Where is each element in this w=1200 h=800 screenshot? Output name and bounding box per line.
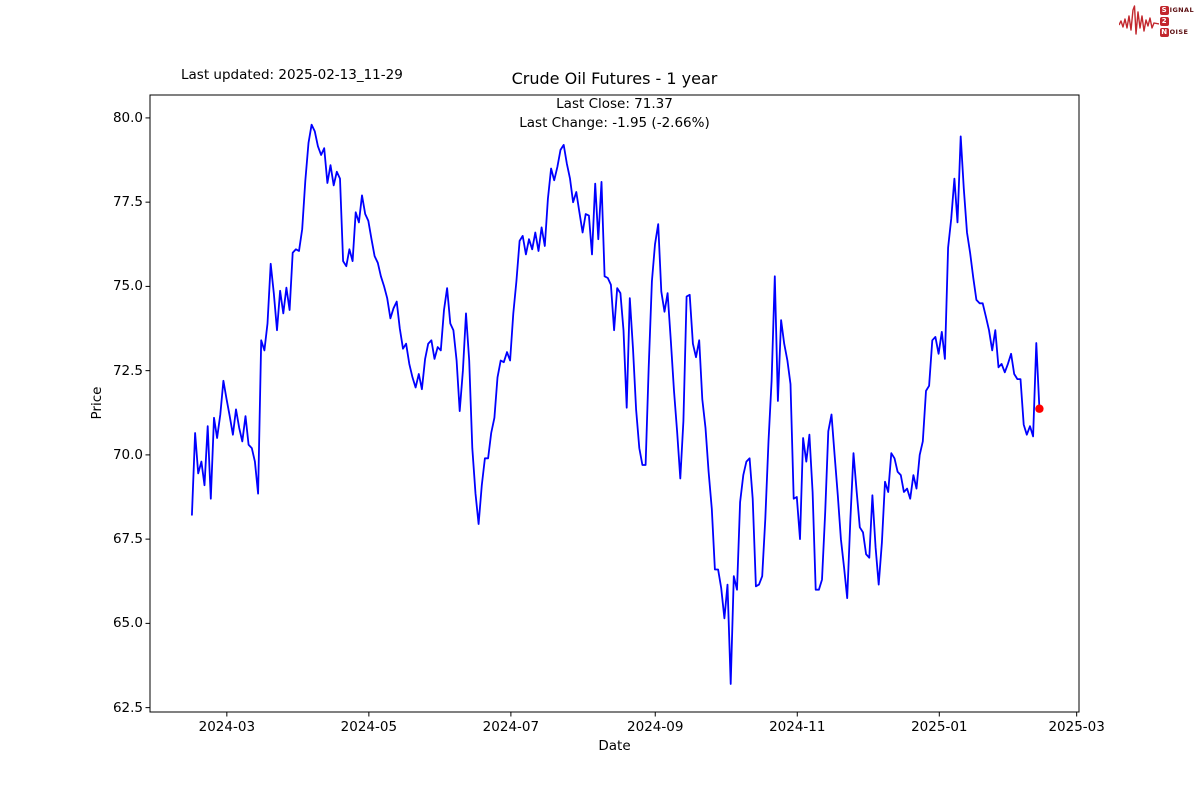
y-tick-label: 80.0 [112,109,143,126]
x-tick-label: 2024-03 [198,719,256,735]
x-tick-label: 2025-03 [1048,719,1105,735]
logo-row-noise: N OISE [1159,27,1194,38]
last-change-annotation: Last Change: -1.95 (-2.66%) [519,115,710,131]
last-updated-text: Last updated: 2025-02-13_11-29 [181,67,403,83]
logo-text-oise: OISE [1169,28,1189,36]
x-tick-label: 2025-01 [911,719,968,735]
y-tick-label: 62.5 [112,699,143,716]
logo-text: S IGNAL 2 N OISE [1159,5,1194,38]
x-tick-label: 2024-05 [340,719,398,735]
logo-badge-s: S [1159,5,1169,15]
x-axis-label: Date [598,738,631,754]
plot-border [149,94,1080,713]
logo-row-2: 2 [1159,16,1194,27]
waveform-icon [1118,5,1159,35]
price-line [191,123,1041,685]
logo-badge-2: 2 [1159,16,1169,26]
chart-title: Crude Oil Futures - 1 year [511,69,718,88]
y-tick-label: 72.5 [112,362,143,379]
y-tick-label: 75.0 [112,278,143,295]
x-tick-label: 2024-07 [482,719,540,735]
last-close-dot [1035,404,1044,413]
logo-row-signal: S IGNAL [1159,5,1194,16]
y-axis-label: Price [89,386,105,420]
y-tick-label: 65.0 [112,615,143,632]
logo-badge-n: N [1159,27,1169,37]
y-tick-label: 67.5 [112,531,143,548]
signal2noise-logo: S IGNAL 2 N OISE [1118,4,1194,38]
x-tick-label: 2024-11 [769,719,826,735]
y-tick-label: 77.5 [112,194,143,211]
logo-text-ignal: IGNAL [1169,6,1194,14]
y-tick-label: 70.0 [112,446,143,463]
x-tick-label: 2024-09 [627,719,684,735]
last-close-annotation: Last Close: 71.37 [556,96,673,112]
